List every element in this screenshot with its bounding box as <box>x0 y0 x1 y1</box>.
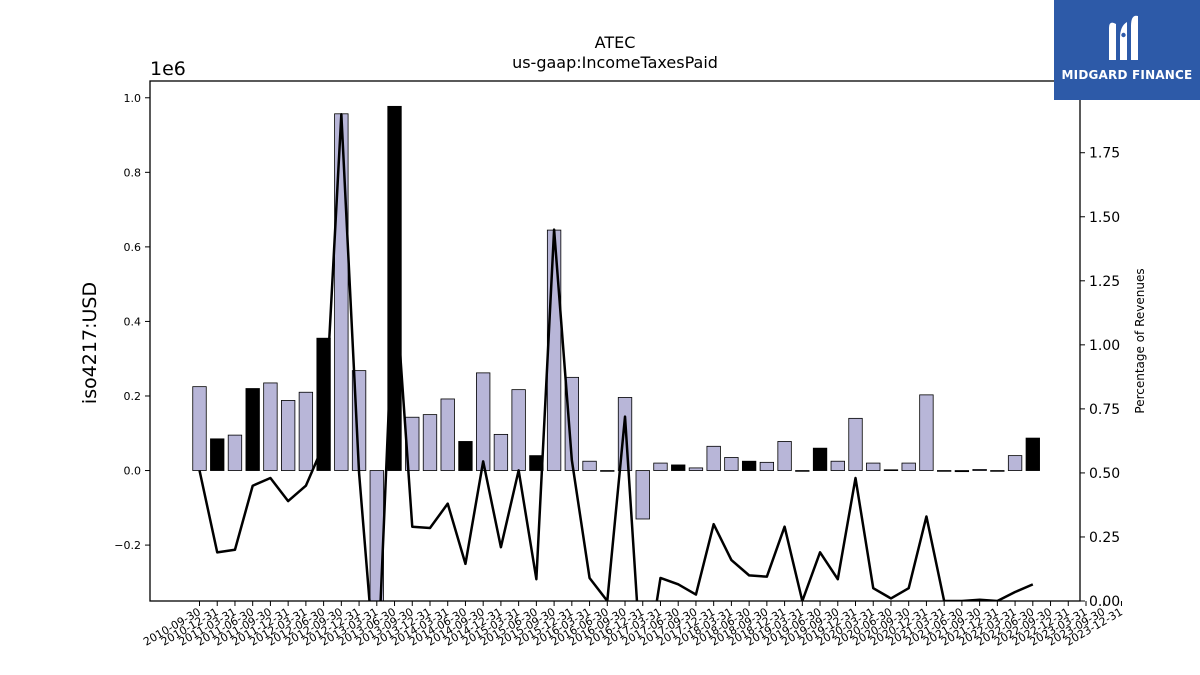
bar <box>937 470 952 472</box>
bar <box>582 460 597 471</box>
midgard-logo-icon <box>1109 15 1138 61</box>
bar <box>671 464 686 471</box>
y-multiplier: 1e6 <box>150 58 186 80</box>
line-group <box>198 113 1034 601</box>
y2-tick-label: 0.75 <box>1089 402 1120 418</box>
bar <box>334 113 349 471</box>
y2-tick-label: 1.00 <box>1089 338 1120 354</box>
bar <box>688 467 704 471</box>
bar <box>830 460 845 471</box>
y2-tick-label: 0.25 <box>1089 530 1120 546</box>
bar <box>210 438 225 471</box>
y-tick-label: 0.2 <box>124 390 142 403</box>
percentage-line <box>198 113 1034 601</box>
bar <box>954 470 970 473</box>
bar <box>546 229 562 471</box>
y2-tick-label: 1.25 <box>1089 274 1120 290</box>
bar <box>919 394 934 471</box>
bar <box>866 462 881 471</box>
y2-axis-label: Percentage of Revenues <box>1133 268 1147 413</box>
y-tick-label: 0.6 <box>124 241 142 254</box>
bar <box>493 433 509 471</box>
brand-logo: MIDGARD FINANCE <box>1054 0 1200 100</box>
bar <box>812 447 828 471</box>
bar <box>1025 437 1040 471</box>
bar <box>192 386 207 471</box>
y-tick-label: 0.4 <box>124 315 142 328</box>
bar <box>759 461 775 471</box>
bar <box>901 462 916 471</box>
bar <box>990 470 1005 472</box>
bar <box>511 389 526 471</box>
bar <box>600 470 615 472</box>
bar <box>972 469 987 471</box>
y2-tick-label: 1.75 <box>1089 146 1120 162</box>
chart-subtitle: us-gaap:IncomeTaxesPaid <box>512 53 718 72</box>
bar <box>227 434 243 471</box>
bar <box>741 460 757 471</box>
bar <box>280 400 296 471</box>
bar <box>848 417 863 471</box>
bar <box>883 469 899 471</box>
y-tick-label: −0.2 <box>114 539 141 552</box>
bar <box>724 457 739 471</box>
bar <box>476 372 491 471</box>
bar <box>795 470 810 472</box>
bar <box>1007 455 1023 471</box>
chart-title: ATEC <box>595 33 636 52</box>
y2-tick-label: 0.50 <box>1089 466 1120 482</box>
bar <box>263 382 278 471</box>
bar <box>458 441 473 471</box>
bar <box>777 441 792 471</box>
y-tick-label: 1.0 <box>124 92 142 105</box>
bar <box>635 470 650 520</box>
y2-tick-label: 0.00 <box>1089 594 1120 610</box>
bar <box>440 398 455 471</box>
bar <box>298 391 314 471</box>
plot-frame <box>149 80 1081 602</box>
bar <box>653 462 668 471</box>
bars-group <box>192 105 1040 601</box>
axes-group: −0.2 0.0 0.2 0.4 0.6 0.8 1.0 0.00 0.25 0.50 0.75 1.… <box>114 80 1125 649</box>
y2-tick-label: 1.50 <box>1089 210 1120 226</box>
y-axis-label: iso4217:USD <box>79 282 101 404</box>
y-tick-label: 0.8 <box>124 166 142 179</box>
y-tick-label: 0.0 <box>124 465 142 478</box>
bar <box>422 414 438 471</box>
bar <box>245 388 260 471</box>
bar <box>706 445 721 471</box>
brand-name: MIDGARD FINANCE <box>1061 68 1193 82</box>
